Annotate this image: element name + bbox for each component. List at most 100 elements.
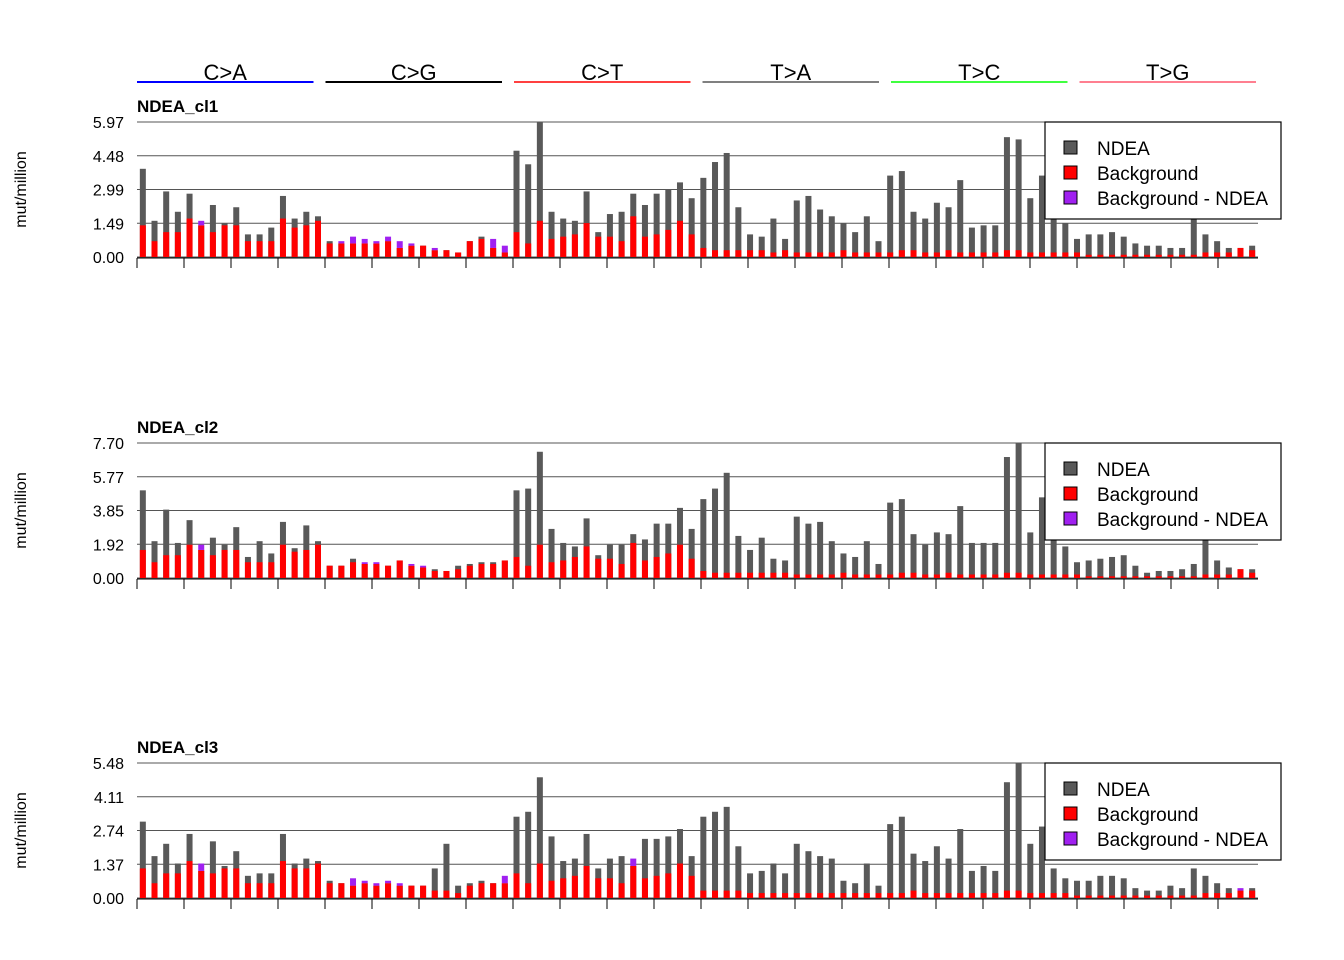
bar-background-minus-ndea	[361, 880, 368, 884]
bar-ndea	[209, 204, 216, 257]
bar-background	[933, 893, 940, 898]
bar-background-minus-ndea	[350, 236, 357, 244]
bar-background	[396, 560, 403, 578]
y-tick-label: 0.00	[93, 571, 124, 588]
bar-ndea	[735, 535, 742, 578]
bar-ndea	[618, 856, 625, 898]
bar-background	[525, 883, 532, 898]
bar-background	[431, 570, 438, 578]
bar-ndea	[1132, 888, 1139, 898]
y-tick-label: 4.48	[93, 149, 124, 166]
bar-ndea	[945, 207, 952, 257]
bar-background	[945, 893, 952, 898]
bar-ndea	[1144, 890, 1151, 898]
bars	[139, 443, 1256, 578]
bar-ndea	[1190, 868, 1197, 898]
bar-background	[396, 885, 403, 898]
bar-ndea	[793, 516, 800, 578]
bar-background	[712, 890, 719, 898]
bar-background	[922, 252, 929, 257]
bar-background	[700, 570, 707, 578]
legend-label: Background	[1097, 805, 1198, 826]
y-tick-label: 0.00	[93, 250, 124, 267]
bar-background	[420, 245, 427, 257]
bar-background	[1097, 254, 1104, 257]
legend-swatch	[1063, 781, 1078, 796]
bar-ndea	[1038, 497, 1045, 578]
bar-background	[1167, 254, 1174, 257]
bar-ndea	[817, 209, 824, 257]
bar-ndea	[513, 816, 520, 898]
bar-ndea	[1202, 875, 1209, 898]
bar-ndea	[910, 853, 917, 898]
bar-background	[303, 868, 310, 898]
y-tick-label: 1.49	[93, 216, 124, 233]
bar-background	[887, 252, 894, 257]
legend-box	[1044, 442, 1282, 541]
bar-background	[408, 885, 415, 898]
bar-background	[548, 562, 555, 578]
bar-background	[361, 563, 368, 578]
legend: NDEA Background Background - NDEA	[1044, 762, 1282, 861]
bar-ndea	[1167, 570, 1174, 578]
bar-ndea	[688, 198, 695, 257]
y-tick-label: 5.48	[93, 756, 124, 773]
y-tick-label: 1.92	[93, 537, 124, 554]
bar-ndea	[1144, 572, 1151, 578]
bar-background	[1109, 895, 1116, 898]
bar-background	[922, 893, 929, 898]
bar-background	[992, 893, 999, 898]
bar-background-minus-ndea	[361, 562, 368, 564]
bar-background	[198, 225, 205, 257]
bar-ndea	[1062, 223, 1069, 257]
bar-ndea	[817, 521, 824, 578]
bar-background	[747, 893, 754, 898]
bar-ndea	[1015, 763, 1022, 898]
bar-background	[1109, 576, 1116, 578]
bar-background	[1155, 895, 1162, 898]
bar-ndea	[1179, 247, 1186, 257]
bar-background	[653, 234, 660, 257]
bar-background	[630, 865, 637, 898]
bar-ndea	[992, 225, 999, 257]
bar-ndea	[1074, 562, 1081, 578]
bar-ndea	[1097, 875, 1104, 898]
bar-background	[1249, 890, 1256, 898]
bar-background	[244, 241, 251, 257]
bar-ndea	[980, 865, 987, 898]
bar-background	[174, 555, 181, 578]
bar-background	[198, 870, 205, 898]
bar-ndea	[805, 523, 812, 578]
bar-ndea	[1155, 570, 1162, 578]
y-tick-label: 2.99	[93, 183, 124, 200]
bar-background	[887, 574, 894, 578]
bar-background	[1214, 893, 1221, 898]
bar-ndea	[1214, 241, 1221, 257]
bar-ndea	[548, 211, 555, 257]
legend-swatch	[1063, 511, 1078, 526]
bar-background	[782, 572, 789, 578]
bar-ndea	[1155, 890, 1162, 898]
bar-background-minus-ndea	[350, 878, 357, 886]
group-label-5: T>G	[1146, 60, 1189, 85]
bar-background	[151, 241, 158, 257]
bar-background	[1120, 576, 1127, 578]
bar-background	[244, 883, 251, 898]
bar-ndea	[1038, 175, 1045, 257]
bar-background	[653, 556, 660, 578]
bar-background	[1085, 254, 1092, 257]
bar-background	[700, 890, 707, 898]
bar-background	[595, 558, 602, 578]
bar-ndea	[840, 223, 847, 257]
bar-background-minus-ndea	[373, 241, 380, 244]
bar-ndea	[922, 544, 929, 578]
bar-background	[186, 861, 193, 898]
bar-background	[980, 574, 987, 578]
bar-background	[420, 567, 427, 578]
bar-ndea	[641, 204, 648, 257]
bar-background	[501, 560, 508, 578]
bar-background	[268, 241, 275, 257]
bar-ndea	[1038, 826, 1045, 898]
panel-title: NDEA_cl2	[137, 418, 218, 437]
bar-background	[817, 893, 824, 898]
